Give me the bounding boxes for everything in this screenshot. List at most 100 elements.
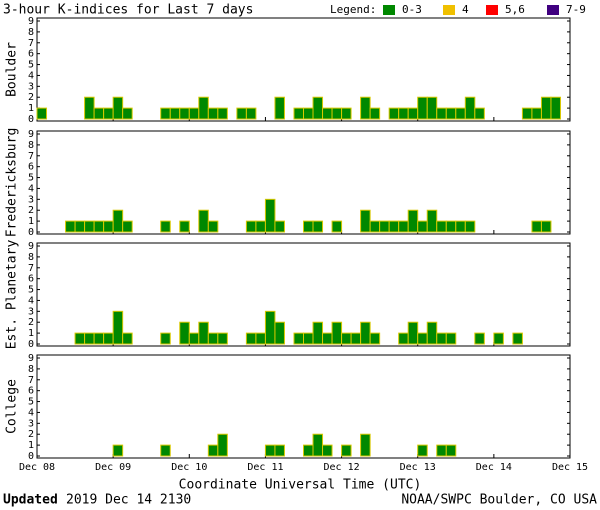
bar xyxy=(303,220,314,233)
bar xyxy=(445,220,457,233)
bar xyxy=(417,96,428,120)
bar xyxy=(112,209,124,233)
y-tick-label: 0 xyxy=(28,451,34,462)
bar xyxy=(188,332,200,345)
bar xyxy=(207,220,219,233)
panel-label: Est. Planetary xyxy=(5,240,20,350)
bar xyxy=(407,209,419,233)
legend-swatch xyxy=(547,5,559,15)
y-tick-label: 8 xyxy=(28,140,34,151)
bar xyxy=(331,220,343,233)
bar xyxy=(407,107,419,120)
bar xyxy=(417,220,428,233)
bar xyxy=(84,332,95,345)
bar xyxy=(426,321,438,345)
bar xyxy=(65,220,76,233)
bar xyxy=(303,444,314,457)
y-tick-label: 5 xyxy=(28,397,34,408)
bar xyxy=(360,433,371,457)
y-tick-label: 3 xyxy=(28,418,34,429)
x-tick-label: Dec 09 xyxy=(95,462,131,473)
bar xyxy=(217,107,228,120)
bar xyxy=(312,96,324,120)
y-tick-label: 6 xyxy=(28,386,34,397)
bar xyxy=(84,220,95,233)
bar xyxy=(445,332,457,345)
bar xyxy=(436,107,447,120)
bar xyxy=(455,107,466,120)
y-tick-label: 1 xyxy=(28,216,34,227)
bar xyxy=(293,332,305,345)
bar xyxy=(341,107,352,120)
x-tick-label: Dec 08 xyxy=(19,462,55,473)
bar xyxy=(379,220,390,233)
bar xyxy=(245,332,257,345)
bar xyxy=(122,332,133,345)
y-tick-label: 9 xyxy=(28,353,34,364)
bar xyxy=(417,444,428,457)
y-tick-label: 7 xyxy=(28,38,34,49)
y-tick-label: 6 xyxy=(28,162,34,173)
updated-label: Updated xyxy=(3,493,58,508)
bar xyxy=(550,96,561,120)
x-tick-label: Dec 11 xyxy=(247,462,283,473)
bar xyxy=(360,209,371,233)
y-tick-label: 9 xyxy=(28,129,34,140)
legend-label: 7-9 xyxy=(566,3,586,16)
bar xyxy=(74,220,86,233)
bar xyxy=(198,209,209,233)
x-tick-label: Dec 14 xyxy=(476,462,512,473)
bar xyxy=(160,220,171,233)
bar xyxy=(217,433,228,457)
bar xyxy=(160,332,171,345)
bar xyxy=(464,220,476,233)
bar xyxy=(274,444,285,457)
bar xyxy=(74,332,86,345)
bar xyxy=(103,220,114,233)
legend-swatch xyxy=(486,5,498,15)
bar xyxy=(445,107,457,120)
source: NOAA/SWPC Boulder, CO USA xyxy=(401,493,597,508)
y-tick-label: 7 xyxy=(28,263,34,274)
y-tick-label: 6 xyxy=(28,274,34,285)
bar xyxy=(103,332,114,345)
bar xyxy=(322,107,333,120)
bar xyxy=(179,321,190,345)
bar xyxy=(455,220,466,233)
bar xyxy=(112,96,124,120)
legend-title: Legend: xyxy=(330,3,376,16)
bar xyxy=(464,96,476,120)
x-tick-label: Dec 10 xyxy=(171,462,207,473)
bar xyxy=(207,332,219,345)
plot-frame xyxy=(36,242,571,347)
bar xyxy=(303,107,314,120)
x-tick-label: Dec 12 xyxy=(324,462,360,473)
bar xyxy=(264,310,276,345)
bar xyxy=(84,96,95,120)
bar xyxy=(122,107,133,120)
bar xyxy=(388,107,400,120)
bar xyxy=(407,321,419,345)
bar xyxy=(398,107,409,120)
updated-time: 2019 Dec 14 2130 xyxy=(66,493,191,508)
x-tick-label: Dec 13 xyxy=(400,462,436,473)
bar xyxy=(436,444,447,457)
bar xyxy=(188,107,200,120)
bar xyxy=(531,107,542,120)
legend-label: 0-3 xyxy=(402,3,422,16)
y-tick-label: 3 xyxy=(28,81,34,92)
bar xyxy=(360,96,371,120)
x-axis-label: Coordinate Universal Time (UTC) xyxy=(179,478,422,493)
bar xyxy=(331,321,343,345)
bar xyxy=(369,332,381,345)
bar xyxy=(493,332,504,345)
y-tick-label: 1 xyxy=(28,440,34,451)
plot-frame xyxy=(36,17,571,122)
x-tick-label: Dec 15 xyxy=(552,462,588,473)
bar xyxy=(93,220,105,233)
bar xyxy=(312,220,324,233)
bar xyxy=(341,444,352,457)
y-tick-label: 3 xyxy=(28,194,34,205)
bar xyxy=(303,332,314,345)
bar xyxy=(369,220,381,233)
